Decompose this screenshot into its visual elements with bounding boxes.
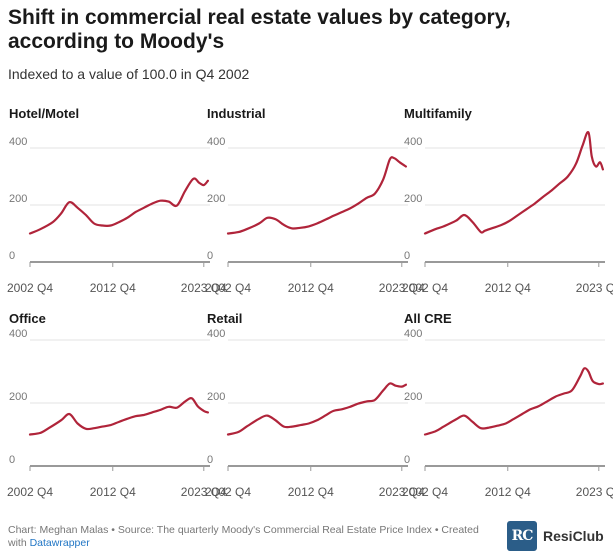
x-tick-label: 2002 Q4 [205, 281, 251, 295]
y-tick-label: 0 [9, 454, 15, 466]
panel-title: Office [9, 311, 46, 326]
logo-text: ResiClub [543, 528, 604, 544]
y-tick-label: 0 [404, 454, 410, 466]
y-tick-label: 200 [9, 391, 27, 403]
panel-hotel-motel: Hotel/Motel 0 200 400 2002 Q4 2012 Q4 2023 Q4 [7, 106, 227, 295]
x-tick-label: 2012 Q4 [288, 281, 334, 295]
x-tick-label: 2002 Q4 [7, 485, 53, 499]
panel-title: All CRE [404, 311, 452, 326]
chart-subtitle: Indexed to a value of 100.0 in Q4 2002 [8, 66, 250, 82]
x-tick-label: 2023 Q4 [576, 281, 613, 295]
panel-multifamily: Multifamily 0 200 400 2002 Q4 2012 Q4 2023 Q4 [402, 106, 613, 295]
logo-mark-text: RC [511, 528, 534, 544]
resiclub-logo-icon: RC [507, 521, 537, 551]
resiclub-logo: RC ResiClub [507, 521, 604, 551]
y-tick-label: 400 [9, 328, 27, 340]
series-line [423, 130, 604, 235]
y-tick-label: 400 [9, 136, 27, 148]
series-line [423, 367, 604, 436]
y-tick-label: 200 [404, 193, 422, 205]
x-tick-label: 2002 Q4 [205, 485, 251, 499]
panel-industrial: Industrial 0 200 400 2002 Q4 2012 Q4 2023 Q4 [205, 106, 425, 295]
x-tick-label: 2012 Q4 [288, 485, 334, 499]
panel-all-cre: All CRE 0 200 400 2002 Q4 2012 Q4 2023 Q4 [402, 311, 613, 499]
x-tick-label: 2023 Q4 [576, 485, 613, 499]
y-tick-label: 400 [404, 328, 422, 340]
panel-retail: Retail 0 200 400 2002 Q4 2012 Q4 2023 Q4 [205, 311, 425, 499]
series-line [28, 177, 209, 235]
y-tick-label: 200 [207, 193, 225, 205]
x-tick-label: 2002 Q4 [7, 281, 53, 295]
x-tick-label: 2002 Q4 [402, 485, 448, 499]
y-tick-label: 200 [404, 391, 422, 403]
datawrapper-link[interactable]: Datawrapper [29, 537, 90, 549]
x-tick-label: 2012 Q4 [485, 281, 531, 295]
x-tick-label: 2023 Q4 [379, 281, 425, 295]
y-tick-label: 400 [404, 136, 422, 148]
series-line [226, 382, 407, 436]
y-tick-label: 0 [207, 454, 213, 466]
y-tick-label: 0 [404, 250, 410, 262]
x-tick-label: 2012 Q4 [485, 485, 531, 499]
panel-title: Hotel/Motel [9, 106, 79, 121]
panel-office: Office 0 200 400 2002 Q4 2012 Q4 2023 Q4 [7, 311, 227, 499]
series-line [28, 397, 209, 436]
panel-title: Retail [207, 311, 242, 326]
footer-byline: Chart: Meghan Malas • Source: The quarte… [8, 524, 479, 549]
x-tick-label: 2002 Q4 [402, 281, 448, 295]
y-tick-label: 400 [207, 328, 225, 340]
y-tick-label: 200 [9, 193, 27, 205]
chart-footer: Chart: Meghan Malas • Source: The quarte… [8, 524, 498, 550]
x-tick-label: 2023 Q4 [181, 485, 227, 499]
panel-title: Multifamily [404, 106, 473, 121]
series-line [226, 156, 407, 235]
x-tick-label: 2012 Q4 [90, 281, 136, 295]
y-tick-label: 400 [207, 136, 225, 148]
x-tick-label: 2012 Q4 [90, 485, 136, 499]
chart-title: Shift in commercial real estate values b… [8, 6, 511, 53]
y-tick-label: 200 [207, 391, 225, 403]
y-tick-label: 0 [207, 250, 213, 262]
x-tick-label: 2023 Q4 [181, 281, 227, 295]
panel-title: Industrial [207, 106, 266, 121]
y-tick-label: 0 [9, 250, 15, 262]
x-tick-label: 2023 Q4 [379, 485, 425, 499]
